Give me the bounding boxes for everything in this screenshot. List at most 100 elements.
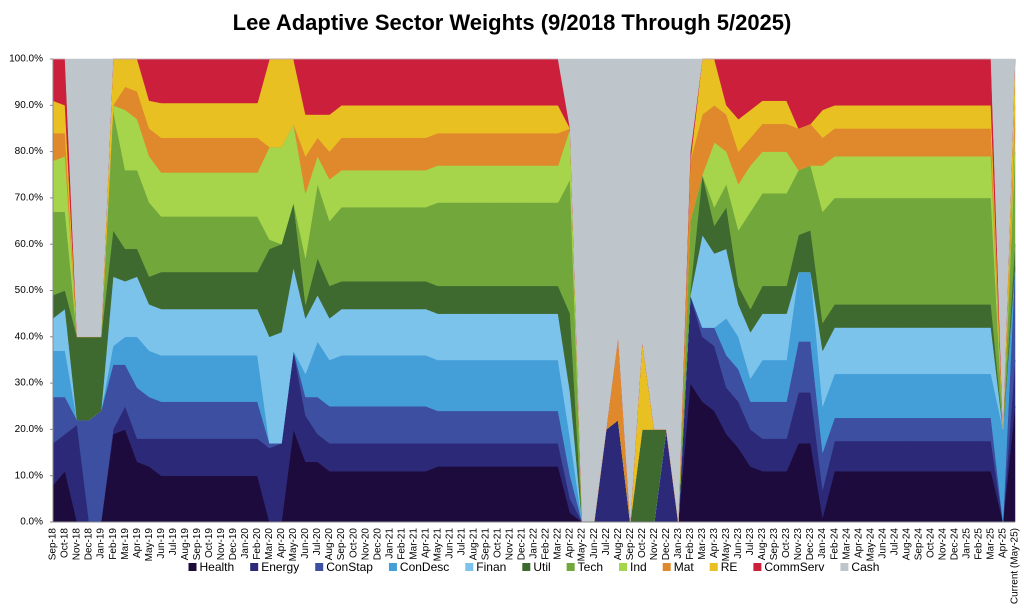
- x-tick-label: Aug-21: [469, 528, 480, 561]
- x-tick-label: May-19: [144, 528, 155, 562]
- y-tick-label: 70.0%: [15, 193, 43, 204]
- x-tick-label: Nov-18: [72, 528, 83, 561]
- x-tick-label: Jun-20: [300, 528, 311, 559]
- x-tick-label: Mar-24: [841, 528, 852, 560]
- x-tick-label: May-20: [288, 528, 299, 562]
- y-tick-label: 0.0%: [20, 517, 43, 528]
- x-tick-label: Apr-20: [276, 528, 287, 558]
- x-tick-label: Jan-21: [384, 528, 395, 559]
- x-tick-label: Jan-25: [962, 528, 973, 559]
- x-tick-label: Jan-20: [240, 528, 251, 559]
- x-tick-label: Current (May-25): [1010, 528, 1021, 604]
- x-tick-label: Feb-22: [541, 528, 552, 560]
- x-tick-label: Jul-23: [745, 528, 756, 556]
- x-tick-label: Oct-20: [348, 528, 359, 558]
- x-tick-label: Apr-25: [998, 528, 1009, 558]
- x-tick-label: May-24: [865, 528, 876, 562]
- legend-label: Cash: [851, 560, 879, 574]
- x-tick-label: Jun-19: [156, 528, 167, 559]
- legend-label: Health: [200, 560, 235, 574]
- legend-swatch: [753, 563, 762, 571]
- legend-swatch: [522, 563, 531, 571]
- x-tick-label: Aug-22: [613, 528, 624, 561]
- legend-swatch: [188, 563, 197, 571]
- x-tick-label: Dec-18: [84, 528, 95, 561]
- x-tick-label: Jun-22: [589, 528, 600, 559]
- x-tick-label: Aug-19: [180, 528, 191, 561]
- x-tick-label: Feb-24: [829, 528, 840, 560]
- x-tick-label: Oct-23: [781, 528, 792, 558]
- x-tick-label: Apr-24: [853, 528, 864, 558]
- y-tick-label: 10.0%: [15, 470, 43, 481]
- x-tick-label: Oct-24: [925, 528, 936, 558]
- x-tick-label: Feb-20: [252, 528, 263, 560]
- legend-swatch: [840, 563, 849, 571]
- x-tick-label: May-21: [432, 528, 443, 562]
- x-tick-label: Sep-21: [481, 528, 492, 561]
- x-tick-label: Nov-22: [649, 528, 660, 561]
- x-tick-label: Sep-19: [192, 528, 203, 561]
- x-tick-label: Feb-25: [974, 528, 985, 560]
- x-tick-label: Mar-20: [264, 528, 275, 560]
- legend-label: Energy: [261, 560, 299, 574]
- x-tick-label: Sep-24: [913, 528, 924, 561]
- x-tick-label: Jul-20: [312, 528, 323, 556]
- x-tick-label: May-22: [577, 528, 588, 562]
- x-tick-label: Mar-21: [408, 528, 419, 560]
- legend-label: Util: [533, 560, 550, 574]
- y-tick-label: 20.0%: [15, 424, 43, 435]
- x-tick-label: Nov-23: [793, 528, 804, 561]
- legend-label: Finan: [476, 560, 506, 574]
- x-tick-label: Jun-21: [444, 528, 455, 559]
- x-tick-label: Jun-24: [877, 528, 888, 559]
- x-tick-label: Mar-23: [697, 528, 708, 560]
- legend-label: CommServ: [764, 560, 824, 574]
- x-tick-label: Nov-19: [216, 528, 227, 561]
- x-tick-label: Sep-20: [336, 528, 347, 561]
- y-tick-label: 40.0%: [15, 331, 43, 342]
- y-tick-label: 60.0%: [15, 239, 43, 250]
- x-tick-label: Feb-21: [396, 528, 407, 560]
- x-tick-label: Nov-24: [937, 528, 948, 561]
- x-tick-label: Apr-22: [565, 528, 576, 558]
- x-tick-label: Jan-24: [817, 528, 828, 559]
- x-tick-label: Dec-20: [372, 528, 383, 561]
- x-tick-label: Apr-23: [709, 528, 720, 558]
- y-tick-label: 100.0%: [9, 54, 43, 65]
- chart-title: Lee Adaptive Sector Weights (9/2018 Thro…: [233, 10, 792, 35]
- x-tick-label: Feb-19: [108, 528, 119, 560]
- x-tick-label: Aug-23: [757, 528, 768, 561]
- x-tick-label: Dec-19: [228, 528, 239, 561]
- legend-swatch: [709, 563, 718, 571]
- x-tick-label: Aug-20: [324, 528, 335, 561]
- legend-swatch: [619, 563, 628, 571]
- x-tick-label: Oct-22: [637, 528, 648, 558]
- legend-label: Mat: [674, 560, 695, 574]
- legend-label: Ind: [630, 560, 647, 574]
- x-tick-label: Jul-22: [601, 528, 612, 556]
- x-tick-label: Oct-18: [60, 528, 71, 558]
- x-tick-label: Oct-21: [493, 528, 504, 558]
- legend-label: ConDesc: [400, 560, 449, 574]
- x-tick-label: Mar-19: [120, 528, 131, 560]
- legend-label: Tech: [578, 560, 603, 574]
- x-tick-label: Mar-22: [553, 528, 564, 560]
- x-tick-label: Sep-23: [769, 528, 780, 561]
- legend: Health Energy ConStap ConDesc Finan Util Tech I…: [188, 560, 879, 574]
- x-tick-label: Jan-19: [96, 528, 107, 559]
- legend-swatch: [465, 563, 474, 571]
- x-tick-label: Apr-21: [420, 528, 431, 558]
- x-tick-label: Sep-18: [48, 528, 59, 561]
- legend-swatch: [566, 563, 575, 571]
- x-tick-label: Oct-19: [204, 528, 215, 558]
- y-tick-label: 30.0%: [15, 378, 43, 389]
- x-tick-label: Apr-19: [132, 528, 143, 558]
- x-tick-label: Dec-22: [661, 528, 672, 561]
- legend-swatch: [662, 563, 671, 571]
- x-tick-label: Nov-21: [505, 528, 516, 561]
- x-tick-label: Aug-24: [901, 528, 912, 561]
- legend-swatch: [388, 563, 397, 571]
- x-tick-label: Sep-22: [625, 528, 636, 561]
- x-tick-label: Jul-21: [456, 528, 467, 556]
- x-tick-label: Mar-25: [986, 528, 997, 560]
